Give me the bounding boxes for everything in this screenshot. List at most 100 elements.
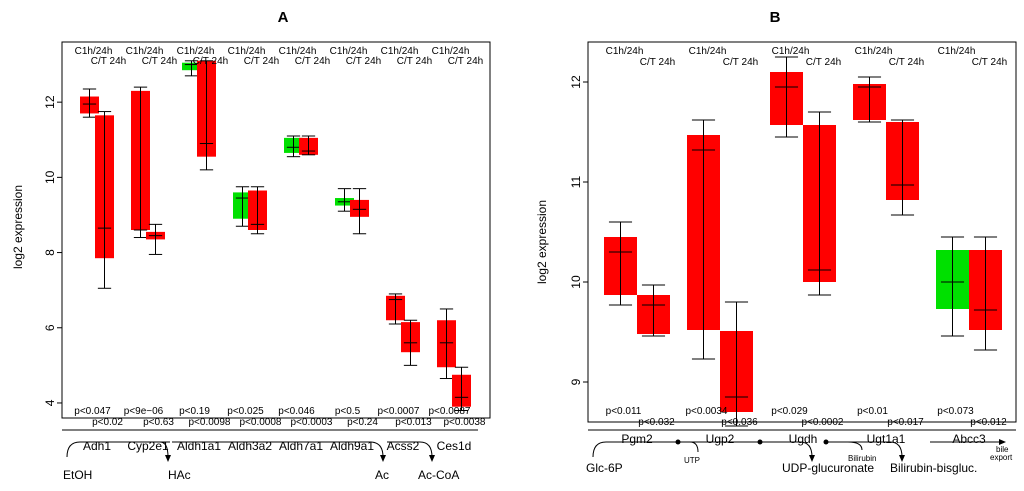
gene-name-1: Ugp2 [706, 432, 735, 446]
gene-2-pvalue-2: p<0.0098 [189, 417, 231, 428]
arrowhead-hac [165, 455, 171, 462]
gene-0-pvalue-2: p<0.032 [638, 417, 675, 428]
pathway-arrow-ac-acoa [387, 441, 433, 458]
gene-0-label-c1h: C1h/24h [606, 46, 644, 57]
y-tick-label-0: 9 [569, 378, 583, 385]
gene-3-pvalue-2: p<0.0008 [240, 417, 282, 428]
pathway-arrow-glc6p [592, 441, 678, 458]
pathway-node-3 [823, 439, 829, 445]
gene-3-pvalue-1: p<0.025 [227, 406, 264, 417]
panel-b-boxes [604, 56, 1002, 427]
gene-2-pvalue-1: p<0.029 [771, 406, 808, 417]
metabolite-udp-glucuronate: UDP-glucuronate [782, 461, 874, 475]
gene-4-label-c1h: C1h/24h [938, 46, 976, 57]
gene-4-label-c1h: C1h/24h [279, 46, 317, 57]
gene-7-pvalue-1: p<0.0087 [429, 406, 471, 417]
panel-a-plot-frame [61, 41, 491, 419]
gene-1-pvalue-2: p<0.036 [721, 417, 758, 428]
arrowhead-ac [380, 455, 386, 462]
cofactor-utp: UTP [684, 456, 700, 465]
pathway-arrow-to-bisgluc [826, 441, 903, 458]
y-tick-label-2: 11 [569, 175, 583, 188]
gene-6-pvalue-2: p<0.013 [395, 417, 432, 428]
cofactor-export: export [990, 453, 1013, 462]
gene-4-label-ct: C/T 24h [295, 56, 330, 67]
gene-4-pvalue-1: p<0.073 [937, 406, 974, 417]
gene-0-pvalue-2: p<0.02 [92, 417, 123, 428]
gene-7-label-ct: C/T 24h [448, 56, 483, 67]
pathway-connector-hac [159, 441, 169, 458]
pathway-node-1 [675, 439, 681, 445]
panel-a-y-axis: 4 6 8 10 12 [43, 95, 62, 406]
metabolite-etoh: EtOH [63, 468, 92, 482]
gene-2-label-c1h: C1h/24h [772, 46, 810, 57]
panel-a-ylabel: log2 expression [11, 185, 25, 269]
pathway-arrow-to-udpglucuronate [678, 441, 813, 458]
gene-3-label-ct: C/T 24h [889, 57, 924, 68]
gene-5-pvalue-2: p<0.24 [347, 417, 378, 428]
y-tick-label-4: 12 [43, 95, 57, 109]
gene-1-pvalue-2: p<0.63 [143, 417, 174, 428]
gene-0-label-ct: C/T 24h [640, 57, 675, 68]
panel-b-y-axis: 9 10 11 12 [569, 75, 588, 385]
gene-3-pvalue-2: p<0.017 [887, 417, 924, 428]
gene-name-3: Aldh3a2 [228, 439, 272, 453]
gene-0-pvalue-1: p<0.011 [606, 406, 642, 417]
gene-name-6: Acss2 [387, 439, 420, 453]
gene-2-pvalue-1: p<0.19 [179, 406, 210, 417]
gene-name-4: Abcc3 [952, 432, 986, 446]
metabolite-ac: Ac [375, 468, 389, 482]
gene-5-label-ct: C/T 24h [346, 56, 381, 67]
arrowhead-udpglucuronate [809, 455, 815, 462]
gene-1-label-ct: C/T 24h [142, 56, 177, 67]
y-tick-label-3: 12 [569, 75, 583, 89]
gene-1-pvalue-1: p<0.0034 [686, 406, 728, 417]
y-tick-label-3: 10 [43, 170, 57, 184]
panel-b-ylabel: log2 expression [535, 200, 549, 284]
panel-a-boxes [80, 60, 471, 411]
gene-7-pvalue-2: p<0.0038 [444, 417, 486, 428]
gene-6-pvalue-1: p<0.0007 [378, 406, 420, 417]
gene-3-pvalue-1: p<0.01 [857, 406, 888, 417]
gene-4-label-ct: C/T 24h [972, 57, 1007, 68]
panel-a-title: A [278, 9, 289, 26]
gene-2-label-ct: C/T 24h [806, 57, 841, 68]
pathway-arrow-etoh-hac [66, 441, 170, 458]
panel-b-title: B [770, 9, 781, 26]
y-tick-label-1: 10 [569, 275, 583, 289]
gene-5-pvalue-1: p<0.5 [335, 406, 361, 417]
gene-1-label-ct: C/T 24h [723, 57, 758, 68]
gene-0-label-ct: C/T 24h [91, 56, 126, 67]
gene-name-5: Aldh9a1 [330, 439, 374, 453]
gene-6-label-ct: C/T 24h [397, 56, 432, 67]
gene-3-label-c1h: C1h/24h [855, 46, 893, 57]
metabolite-bilirubin-bisgluc: Bilirubin-bisgluc. [890, 461, 977, 475]
cofactor-bile: bile [996, 445, 1009, 454]
arrowhead-export [999, 439, 1006, 445]
gene-0-label-c1h: C1h/24h [75, 46, 113, 57]
pathway-branch-bilirubin [847, 441, 863, 451]
gene-2-label-c1h: C1h/24h [177, 46, 215, 57]
y-tick-label-2: 8 [43, 249, 57, 256]
pathway-node-2 [757, 439, 763, 445]
panel-b-pathway: Glc-6P UDP-glucuronate Bilirubin-bisgluc… [586, 429, 1016, 475]
gene-0-pvalue-1: p<0.047 [74, 406, 111, 417]
arrowhead-bisgluc [899, 455, 905, 462]
gene-4-pvalue-1: p<0.046 [278, 406, 315, 417]
gene-2-pvalue-2: p<0.0002 [802, 417, 844, 428]
arrowhead-acoa [429, 455, 435, 462]
gene-6-label-c1h: C1h/24h [381, 46, 419, 57]
metabolite-hac: HAc [168, 468, 191, 482]
gene-1-pvalue-1: p<9e−06 [124, 406, 164, 417]
gene-name-0: Pgm2 [621, 432, 653, 446]
gene-2-label-ct: C/T 24h [193, 56, 228, 67]
metabolite-glc6p: Glc-6P [586, 461, 623, 475]
gene-name-4: Aldh7a1 [279, 439, 323, 453]
cofactor-bilirubin: Bilirubin [848, 454, 876, 463]
panel-b-plot-frame [587, 41, 1017, 423]
gene-name-1: Cyp2e1 [127, 439, 169, 453]
